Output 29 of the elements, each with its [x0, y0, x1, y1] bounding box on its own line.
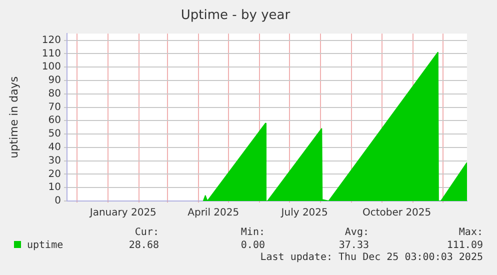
- text: 37.33: [338, 240, 369, 251]
- chart-title: Uptime - by year: [180, 8, 291, 24]
- y-tick-label: 110: [42, 48, 61, 60]
- x-tick-label: July 2025: [280, 208, 328, 219]
- y-tick-label: 0: [54, 196, 61, 207]
- text: 28.68: [128, 240, 159, 251]
- legend-label: uptime: [26, 240, 64, 251]
- text: Avg:: [344, 227, 369, 238]
- y-tick-label: 10: [48, 182, 61, 194]
- y-tick-label: 120: [42, 34, 61, 46]
- y-tick-label: 50: [48, 128, 61, 140]
- y-tick-label: 20: [48, 168, 61, 180]
- text: Last update: Thu Dec 25 03:00:03 2025: [260, 252, 483, 263]
- x-tick-label: April 2025: [188, 208, 240, 219]
- x-tick-label: January 2025: [88, 208, 156, 219]
- x-tick-label: October 2025: [362, 208, 432, 219]
- text: Min:: [240, 227, 265, 238]
- y-tick-label: 30: [48, 155, 61, 166]
- y-tick-label: 80: [48, 88, 61, 100]
- text: 111.09: [446, 240, 483, 251]
- y-tick-label: 40: [48, 142, 61, 154]
- y-tick-label: 70: [48, 102, 61, 113]
- y-tick-label: 90: [48, 75, 61, 86]
- y-tick-label: 100: [42, 62, 61, 73]
- text: Max:: [458, 227, 483, 238]
- text: 0.00: [240, 240, 265, 251]
- y-axis-title: uptime in days: [7, 76, 20, 158]
- y-tick-label: 60: [48, 115, 61, 126]
- text: Cur:: [134, 227, 159, 238]
